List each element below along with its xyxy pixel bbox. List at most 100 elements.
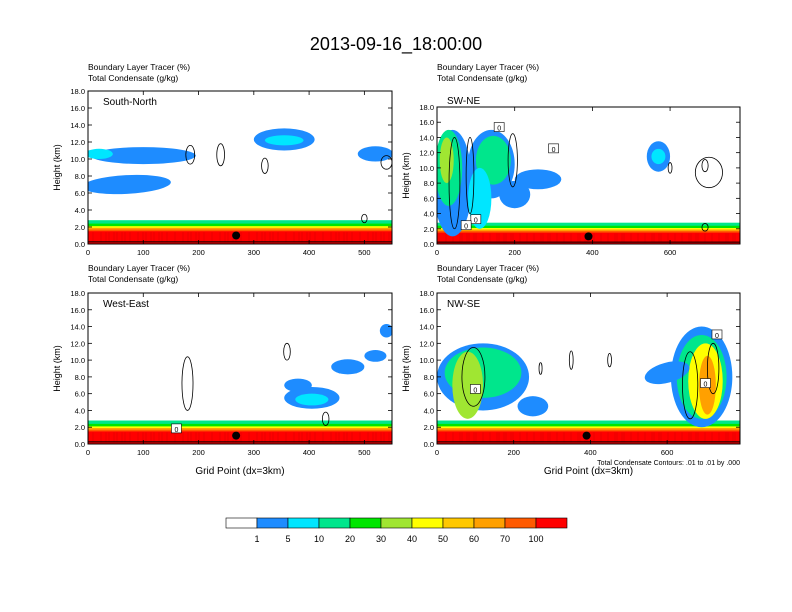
x-tick-label: 200 — [508, 248, 521, 257]
y-tick-label: 2.0 — [424, 225, 434, 234]
tracer-region — [452, 351, 484, 419]
y-tick-label: 6.0 — [424, 390, 434, 399]
plot-frame — [436, 106, 741, 245]
tracer-region — [651, 148, 666, 165]
y-tick-label: 18.0 — [70, 87, 85, 96]
panel-header-condensate: Total Condensate (g/kg) — [88, 274, 178, 284]
y-tick-label: 8.0 — [424, 179, 434, 188]
contour-label: 0 — [460, 220, 472, 231]
x-tick-label: 400 — [584, 448, 597, 457]
colorbar-swatch — [287, 517, 320, 529]
condensate-contour — [507, 133, 518, 188]
x-tick-label: 600 — [661, 448, 674, 457]
y-tick-label: 14.0 — [70, 121, 85, 130]
plot-frame — [87, 292, 393, 445]
contour-label: 0 — [700, 378, 711, 389]
plot-area — [88, 91, 392, 244]
contour-info: Total Condensate Contours: .01 to .01 by… — [597, 460, 740, 467]
tracer-region — [644, 361, 690, 385]
panel-header-condensate: Total Condensate (g/kg) — [88, 73, 178, 83]
y-tick-label: 8.0 — [424, 373, 434, 382]
tracer-region — [284, 378, 312, 392]
y-tick-label: 4.0 — [424, 210, 434, 219]
panel-header-condensate: Total Condensate (g/kg) — [437, 274, 527, 284]
panel-title: SW-NE — [447, 96, 480, 107]
colorbar-label: 50 — [438, 534, 448, 544]
tracer-region — [517, 396, 549, 417]
colorbar: 1 5 10 20 30 40 50 60 70 100 — [225, 517, 568, 544]
y-tick-label: 16.0 — [419, 118, 434, 127]
colorbar-label: 10 — [314, 534, 324, 544]
location-marker — [232, 431, 241, 440]
contour-label-text: 0 — [174, 427, 178, 434]
contour-label-box — [460, 220, 472, 231]
y-tick-label: 6.0 — [75, 189, 85, 198]
y-tick-label: 16.0 — [70, 306, 85, 315]
panel-sw-ne: 00000.02.04.06.08.010.012.014.016.018.00… — [401, 62, 741, 257]
panel-header-tracer: Boundary Layer Tracer (%) — [88, 263, 190, 273]
location-marker — [582, 431, 591, 440]
colorbar-swatch — [225, 517, 258, 529]
condensate-contour — [694, 156, 723, 189]
y-tick-label: 12.0 — [419, 149, 434, 158]
contour-label-box — [700, 378, 711, 388]
condensate-contour — [538, 362, 543, 375]
condensate-contour — [216, 143, 225, 167]
tracer-region — [357, 146, 392, 162]
plot-background — [88, 91, 392, 244]
x-tick-label: 100 — [137, 248, 150, 257]
contour-label-text: 0 — [473, 387, 477, 394]
colorbar-label: 40 — [407, 534, 417, 544]
y-tick-label: 4.0 — [75, 406, 85, 415]
colorbar-swatch — [349, 517, 382, 529]
x-tick-label: 400 — [303, 248, 316, 257]
y-axis-label: Height (km) — [401, 152, 411, 199]
colorbar-swatch — [504, 517, 537, 529]
contour-label-text: 0 — [497, 126, 501, 133]
tracer-region — [88, 174, 171, 195]
x-tick-label: 500 — [358, 248, 371, 257]
contour-label: 0 — [171, 423, 182, 434]
y-tick-label: 0.0 — [75, 440, 85, 449]
condensate-contour — [283, 342, 291, 361]
condensate-contour — [261, 157, 269, 174]
y-axis-label: Height (km) — [52, 345, 62, 392]
condensate-contour — [682, 351, 699, 420]
contour-label: 0 — [470, 214, 482, 225]
contour-label-box — [493, 122, 505, 132]
y-tick-label: 10.0 — [419, 164, 434, 173]
condensate-contour — [465, 137, 475, 214]
x-tick-label: 200 — [192, 248, 205, 257]
colorbar-swatch — [318, 517, 351, 529]
y-tick-label: 18.0 — [419, 103, 434, 112]
panel-header-tracer: Boundary Layer Tracer (%) — [88, 62, 190, 72]
y-tick-label: 0.0 — [75, 240, 85, 249]
condensate-contour — [461, 347, 486, 407]
contour-label: 0 — [548, 143, 559, 154]
y-tick-label: 0.0 — [424, 240, 434, 249]
y-tick-label: 16.0 — [70, 104, 85, 113]
x-tick-label: 300 — [248, 248, 261, 257]
y-tick-label: 18.0 — [419, 289, 434, 298]
x-tick-label: 600 — [664, 248, 677, 257]
plot-area: 0 0 0 — [437, 293, 740, 444]
tracer-region — [439, 137, 454, 184]
y-tick-label: 16.0 — [419, 306, 434, 315]
tracer-region — [295, 393, 329, 406]
panel-title: South-North — [103, 97, 157, 108]
colorbar-label: 60 — [469, 534, 479, 544]
contour-label-box — [171, 423, 182, 434]
plot-frame — [436, 292, 741, 445]
y-tick-label: 4.0 — [75, 206, 85, 215]
y-tick-label: 4.0 — [424, 406, 434, 415]
y-tick-label: 6.0 — [424, 194, 434, 203]
plot-area: 0 — [88, 293, 392, 444]
colorbar-label: 100 — [528, 534, 543, 544]
condensate-contour — [667, 162, 673, 174]
y-tick-label: 10.0 — [419, 356, 434, 365]
y-tick-label: 12.0 — [419, 339, 434, 348]
figure-title: 2013-09-16_18:00:00 — [310, 34, 482, 55]
panel-title: NW-SE — [447, 299, 480, 310]
condensate-contour — [607, 352, 612, 368]
